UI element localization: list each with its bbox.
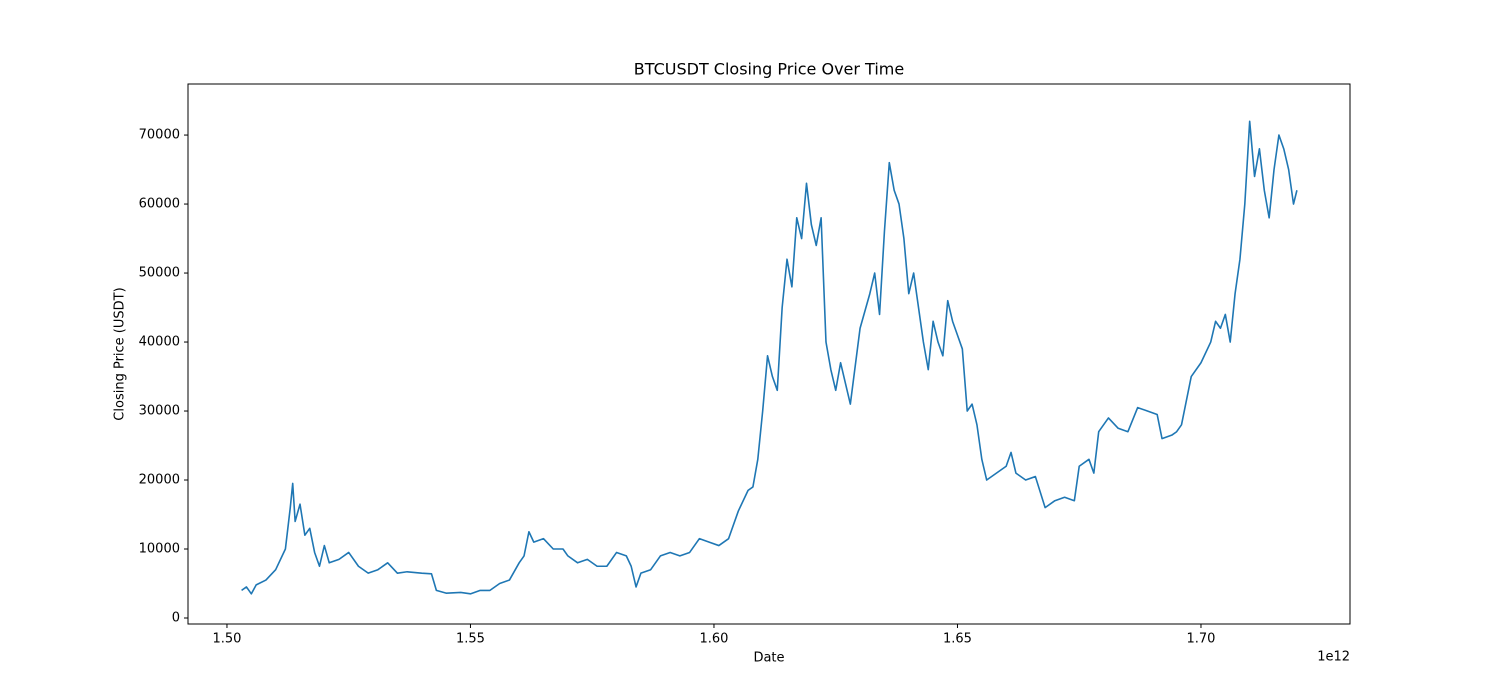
y-tick-label: 10000: [139, 542, 180, 557]
y-tick-label: 30000: [139, 404, 180, 419]
x-offset-label: 1e12: [1317, 650, 1350, 665]
x-tick-label: 1.60: [699, 632, 728, 647]
y-tick-label: 40000: [139, 335, 180, 350]
x-tick-label: 1.70: [1186, 632, 1215, 647]
plot-frame: [187, 83, 1351, 625]
x-tick-label: 1.65: [943, 632, 972, 647]
y-tick-label: 60000: [139, 197, 180, 212]
x-tick-label: 1.55: [456, 632, 485, 647]
y-tick-label: 0: [172, 610, 180, 625]
y-tick-label: 50000: [139, 266, 180, 281]
y-axis-label: Closing Price (USDT): [113, 287, 128, 420]
price-line: [241, 120, 1298, 595]
y-tick-label: 70000: [139, 128, 180, 143]
x-axis-label: Date: [753, 651, 784, 666]
chart-title: BTCUSDT Closing Price Over Time: [634, 60, 904, 79]
y-tick-label: 20000: [139, 473, 180, 488]
x-tick-label: 1.50: [212, 632, 241, 647]
